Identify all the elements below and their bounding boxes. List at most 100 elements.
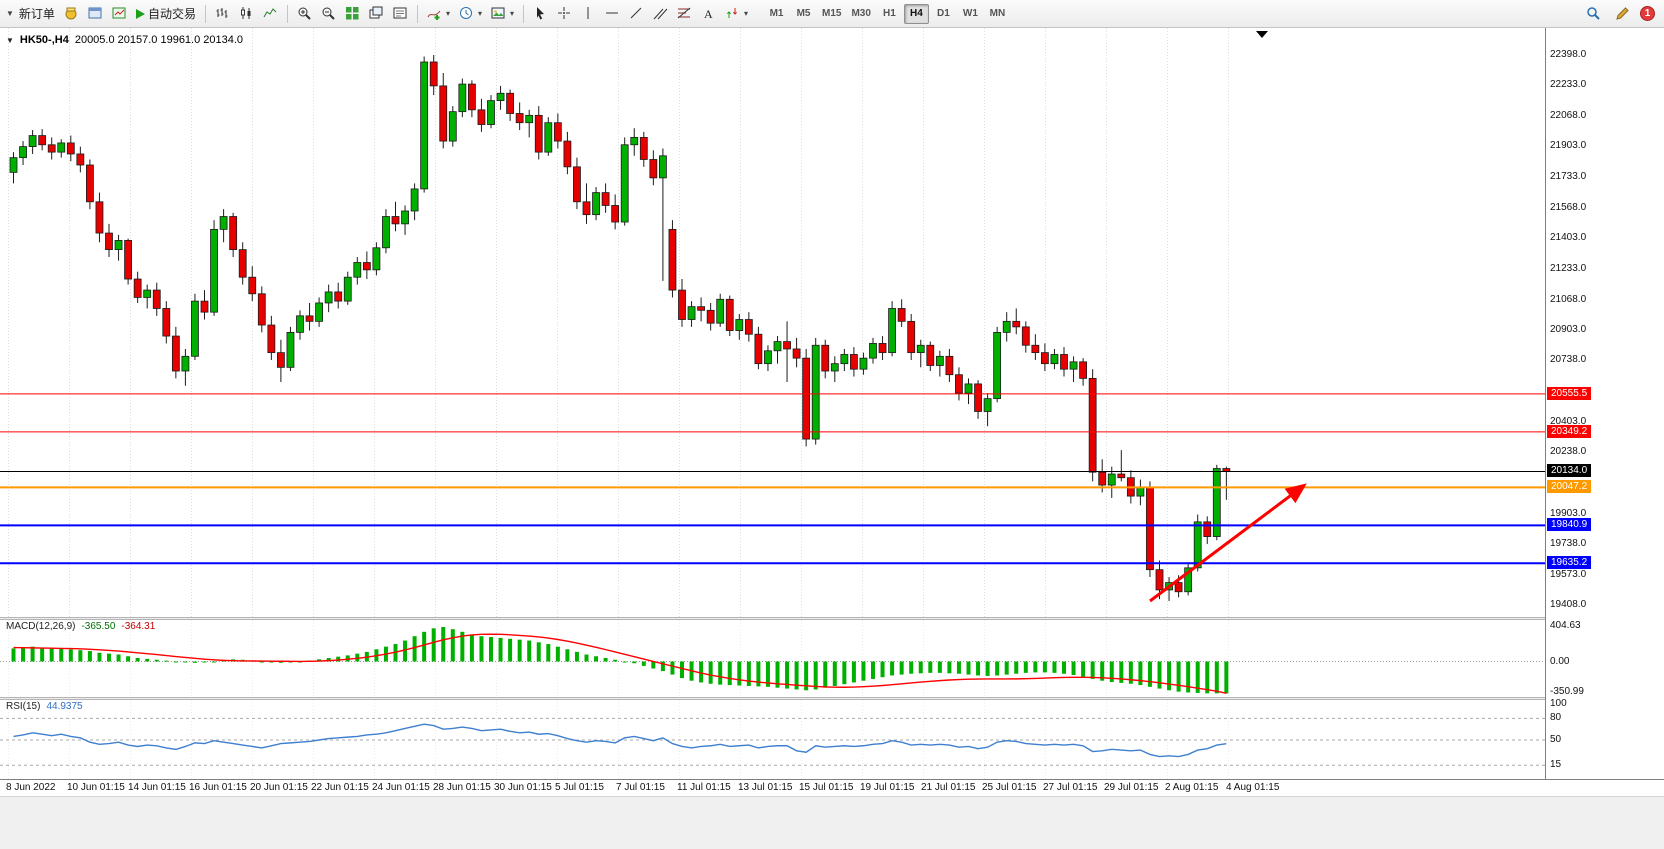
arrows-tool-button[interactable]: ▾ <box>721 3 752 25</box>
macd-splitter[interactable] <box>0 617 1664 620</box>
price-badge[interactable]: 20349.2 <box>1547 424 1592 438</box>
candle-body <box>735 319 744 331</box>
price-axis-label: 19573.0 <box>1550 568 1587 580</box>
period-button[interactable]: ▾ <box>455 3 486 25</box>
template-button[interactable]: ▾ <box>487 3 518 25</box>
search-icon <box>1587 7 1600 20</box>
candle-body <box>19 146 27 159</box>
macd-histogram-bar <box>508 638 513 662</box>
candle-body <box>439 85 448 142</box>
zoom-in-button[interactable] <box>293 3 316 25</box>
bottom-strip <box>0 796 1664 849</box>
candle-body <box>382 216 390 249</box>
candle-body <box>878 343 887 354</box>
edit-button[interactable] <box>1611 3 1634 25</box>
horizontal-line-tool-button[interactable] <box>601 3 624 25</box>
candle-body <box>410 188 419 212</box>
zoom-out-button[interactable] <box>317 3 340 25</box>
line-chart-mode-button[interactable] <box>259 3 282 25</box>
trend-arrow[interactable] <box>1149 483 1307 603</box>
market-watch-button[interactable] <box>60 3 83 25</box>
timeframe-w1-button[interactable]: W1 <box>962 8 978 19</box>
price-badge[interactable]: 20555.5 <box>1547 386 1592 400</box>
notification-badge[interactable]: 1 <box>1640 6 1655 21</box>
candlestick-chart[interactable] <box>0 28 1545 620</box>
bar-chart-mode-button[interactable] <box>211 3 234 25</box>
price-axis-label: 21733.0 <box>1550 171 1587 183</box>
macd-histogram-bar <box>1014 661 1019 674</box>
chevron-down-icon: ▾ <box>509 9 514 18</box>
autotrading-label: 自动交易 <box>147 7 196 21</box>
candle-body <box>219 216 228 230</box>
macd-histogram-bar <box>1138 661 1143 686</box>
rsi-panel[interactable] <box>0 700 1545 779</box>
data-window-button[interactable] <box>84 3 107 25</box>
macd-histogram-bar <box>613 659 618 662</box>
candle-body <box>850 354 858 370</box>
price-axis-label: 22068.0 <box>1550 109 1587 121</box>
window-menu-caret-icon[interactable]: ▼ <box>6 9 14 18</box>
candle-body <box>964 383 973 394</box>
time-axis-label: 21 Jul 01:15 <box>921 782 976 793</box>
price-badge[interactable]: 19840.9 <box>1547 518 1592 532</box>
macd-histogram-bar <box>1109 661 1114 683</box>
macd-histogram-bar <box>756 661 761 687</box>
fibonacci-tool-button[interactable] <box>673 3 696 25</box>
time-axis-label: 11 Jul 01:15 <box>677 782 731 793</box>
rsi-axis-label: 100 <box>1550 698 1567 709</box>
new-order-button[interactable]: 新订单 <box>15 3 59 25</box>
timeframe-d1-button[interactable]: D1 <box>937 8 950 19</box>
chart-list-button[interactable] <box>389 3 412 25</box>
time-axis[interactable]: 8 Jun 2022 10 Jun 01:15 14 Jun 01:15 16 Jun… <box>0 779 1664 796</box>
macd-histogram-bar <box>460 631 465 662</box>
cursor-tool-button[interactable] <box>529 3 552 25</box>
horizontal-line-icon <box>606 12 618 14</box>
cascade-windows-button[interactable] <box>365 3 388 25</box>
candle-body <box>324 291 333 304</box>
timeframe-m15-button[interactable]: M15 <box>822 8 842 19</box>
timeframe-m1-button[interactable]: M1 <box>769 8 784 19</box>
candle-body <box>57 142 66 153</box>
macd-panel[interactable] <box>0 620 1545 698</box>
macd-histogram-bar <box>536 642 541 662</box>
candle-body <box>487 100 495 125</box>
candle-body <box>124 240 132 280</box>
candlestick-mode-button[interactable] <box>235 3 258 25</box>
timeframe-m5-button[interactable]: M5 <box>796 8 811 19</box>
tile-windows-button[interactable] <box>341 3 364 25</box>
macd-histogram-bar <box>632 661 637 664</box>
vertical-line-tool-button[interactable] <box>577 3 600 25</box>
macd-histogram-bar <box>1062 661 1066 674</box>
search-button[interactable] <box>1582 3 1605 25</box>
price-badge[interactable]: 20047.2 <box>1547 480 1592 494</box>
timeframe-h4-button[interactable]: H4 <box>903 3 929 24</box>
add-indicator-button[interactable]: ▾ <box>423 3 454 25</box>
macd-histogram-bar <box>909 661 914 674</box>
timeframe-h1-button[interactable]: H1 <box>883 8 896 19</box>
terminal-button[interactable] <box>108 3 131 25</box>
candle-body <box>1060 354 1068 370</box>
macd-histogram-bar <box>594 656 599 662</box>
macd-histogram-bar <box>40 647 45 662</box>
price-badge[interactable]: 19635.2 <box>1547 556 1592 570</box>
chart-shift-marker-icon[interactable] <box>1256 31 1268 38</box>
candle-body <box>1203 521 1212 537</box>
channel-tool-button[interactable] <box>649 3 672 25</box>
cascade-windows-icon <box>369 6 383 19</box>
time-axis-label: 7 Jul 01:15 <box>616 782 665 793</box>
text-tool-button[interactable]: A <box>697 3 720 25</box>
chart-menu-icon[interactable]: ▼ <box>6 35 14 45</box>
timeframe-m30-button[interactable]: M30 <box>851 8 871 19</box>
timeframe-mn-button[interactable]: MN <box>989 8 1006 19</box>
rsi-splitter[interactable] <box>0 697 1664 700</box>
rsi-line <box>13 723 1227 758</box>
crosshair-tool-button[interactable] <box>553 3 576 25</box>
price-badge[interactable]: 20134.0 <box>1547 464 1592 478</box>
trendline-tool-button[interactable] <box>625 3 648 25</box>
macd-histogram-bar <box>890 661 895 676</box>
price-axis[interactable]: 22398.0 22233.0 22068.0 21903.0 21733.0 21568… <box>1545 28 1664 780</box>
candle-body <box>458 83 467 113</box>
autotrading-button[interactable]: 自动交易 <box>132 3 200 25</box>
symbol-period-label: HK50-,H4 <box>19 34 69 46</box>
separator <box>416 4 418 23</box>
